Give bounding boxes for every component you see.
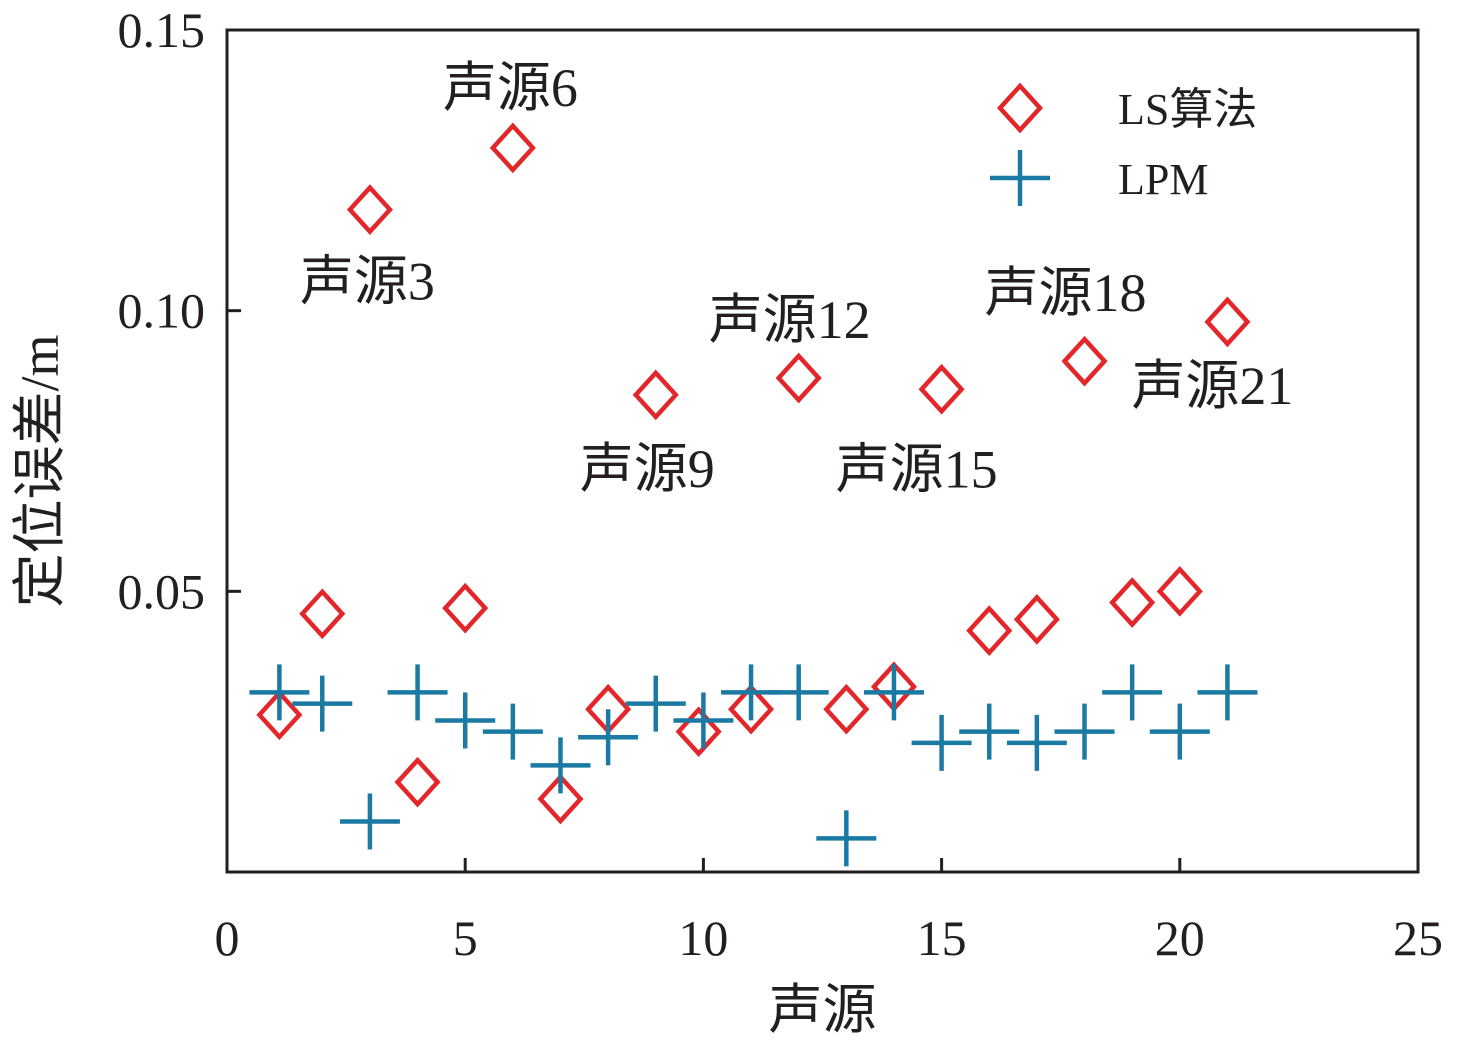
lpm-point [959,703,1020,760]
lpm-point [435,692,496,749]
y-tick-label: 0.10 [118,283,206,339]
lpm-point [387,664,448,721]
ls-point [675,706,722,758]
annotation-label: 声源15 [836,439,998,499]
lpm-point [482,703,543,760]
ls-point [966,605,1013,656]
lpm-point [339,793,400,850]
plot-frame [225,28,1420,874]
legend-marker-lpm [990,150,1050,206]
lpm-point [249,664,310,721]
x-axis-title: 声源 [769,980,877,1040]
y-tick-label: 0.05 [118,563,206,619]
lpm-point [292,675,353,732]
lpm-point [1149,703,1210,760]
x-tick-label: 20 [1155,910,1205,966]
lpm-point [768,664,829,721]
annotation-label: 声源21 [1131,356,1293,416]
legend-marker-ls [996,82,1044,134]
ls-point [1109,577,1156,628]
lpm-point [578,709,639,766]
lpm-point [1197,664,1258,721]
legend-label-ls: LS算法 [1118,85,1257,134]
ls-point [632,369,679,421]
lpm-point [625,675,686,732]
annotation-label: 声源3 [300,252,435,312]
lpm-point [673,692,734,749]
ls-point [1156,565,1203,617]
ls-point [394,756,441,808]
x-tick-label: 0 [215,910,240,966]
ls-point [1204,296,1251,348]
lpm-point [1054,703,1115,760]
annotation-label: 声源9 [580,439,715,499]
ls-point [299,588,346,640]
axis-ticks: 0 5 10 15 20 25 0.05 0.10 0.15 [118,2,1444,966]
ls-point [727,683,775,735]
annotation-label: 声源12 [709,290,871,350]
x-tick-label: 25 [1393,910,1443,966]
ls-point [489,122,536,174]
x-tick-label: 5 [453,910,478,966]
lpm-point [816,810,877,867]
ls-point [537,773,584,825]
y-axis-title: 定位误差/m [10,334,70,607]
ls-point [256,689,303,741]
lpm-point [1006,714,1067,771]
x-tick-label: 15 [917,910,967,966]
ls-point [346,184,393,235]
ls-point [775,352,822,404]
lpm-point [863,664,924,721]
lpm-point [530,737,591,794]
annotation-label: 声源18 [985,263,1147,323]
ls-point [918,363,965,415]
legend: LS算法 LPM [990,82,1257,206]
ls-point [442,582,489,634]
ls-point [823,683,870,735]
lpm-point [1102,664,1163,721]
x-tick-label: 10 [678,910,728,966]
legend-label-lpm: LPM [1118,155,1208,204]
annotations: 声源3 声源6 声源9 声源12 声源15 声源18 声源21 [300,58,1294,499]
ls-point [1013,594,1060,645]
ls-point [1061,335,1108,387]
y-tick-label: 0.15 [118,2,206,58]
plot-content [249,122,1258,867]
lpm-point [911,714,972,771]
annotation-label: 声源6 [443,58,578,118]
